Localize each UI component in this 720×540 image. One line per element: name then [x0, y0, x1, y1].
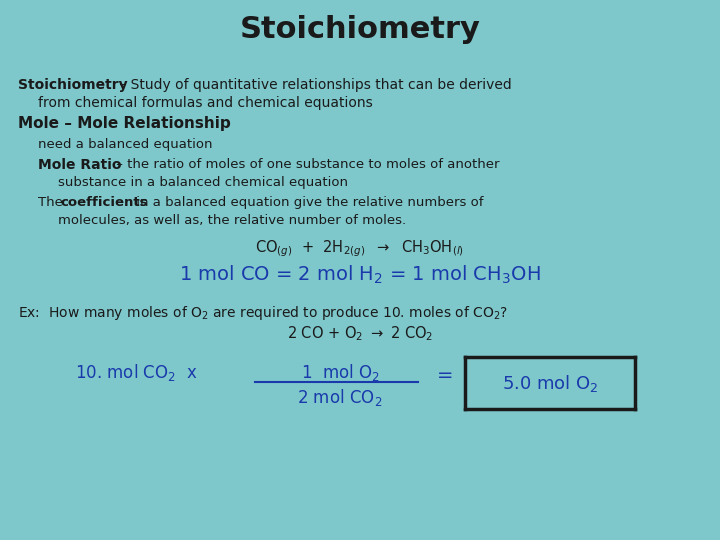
- Text: 10. mol CO$_2$  x: 10. mol CO$_2$ x: [75, 362, 197, 383]
- Text: The: The: [38, 196, 67, 209]
- Text: Ex:  How many moles of O$_2$ are required to produce 10. moles of CO$_2$?: Ex: How many moles of O$_2$ are required…: [18, 304, 508, 322]
- Text: Mole – Mole Relationship: Mole – Mole Relationship: [18, 116, 230, 131]
- Text: Stoichiometry: Stoichiometry: [240, 15, 480, 44]
- Text: Stoichiometry: Stoichiometry: [18, 78, 127, 92]
- Text: 2 CO + O$_2$ $\rightarrow$ 2 CO$_2$: 2 CO + O$_2$ $\rightarrow$ 2 CO$_2$: [287, 324, 433, 343]
- Text: 2 mol CO$_2$: 2 mol CO$_2$: [297, 387, 382, 408]
- Text: 1 mol CO = 2 mol H$_2$ = 1 mol CH$_3$OH: 1 mol CO = 2 mol H$_2$ = 1 mol CH$_3$OH: [179, 264, 541, 286]
- Text: substance in a balanced chemical equation: substance in a balanced chemical equatio…: [58, 176, 348, 189]
- Text: need a balanced equation: need a balanced equation: [38, 138, 212, 151]
- Text: – Study of quantitative relationships that can be derived: – Study of quantitative relationships th…: [115, 78, 512, 92]
- Text: 1  mol O$_2$: 1 mol O$_2$: [300, 362, 379, 383]
- Text: =: =: [437, 367, 454, 386]
- Text: Mole Ratio: Mole Ratio: [38, 158, 122, 172]
- Text: CO$_{(g)}$  +  2H$_{2(g)}$  $\rightarrow$  CH$_{3}$OH$_{(l)}$: CO$_{(g)}$ + 2H$_{2(g)}$ $\rightarrow$ C…: [256, 238, 464, 259]
- Text: from chemical formulas and chemical equations: from chemical formulas and chemical equa…: [38, 96, 373, 110]
- Text: molecules, as well as, the relative number of moles.: molecules, as well as, the relative numb…: [58, 214, 406, 227]
- Text: – the ratio of moles of one substance to moles of another: – the ratio of moles of one substance to…: [112, 158, 500, 171]
- Text: coefficients: coefficients: [60, 196, 148, 209]
- Text: in a balanced equation give the relative numbers of: in a balanced equation give the relative…: [132, 196, 484, 209]
- Text: 5.0 mol O$_2$: 5.0 mol O$_2$: [502, 373, 598, 394]
